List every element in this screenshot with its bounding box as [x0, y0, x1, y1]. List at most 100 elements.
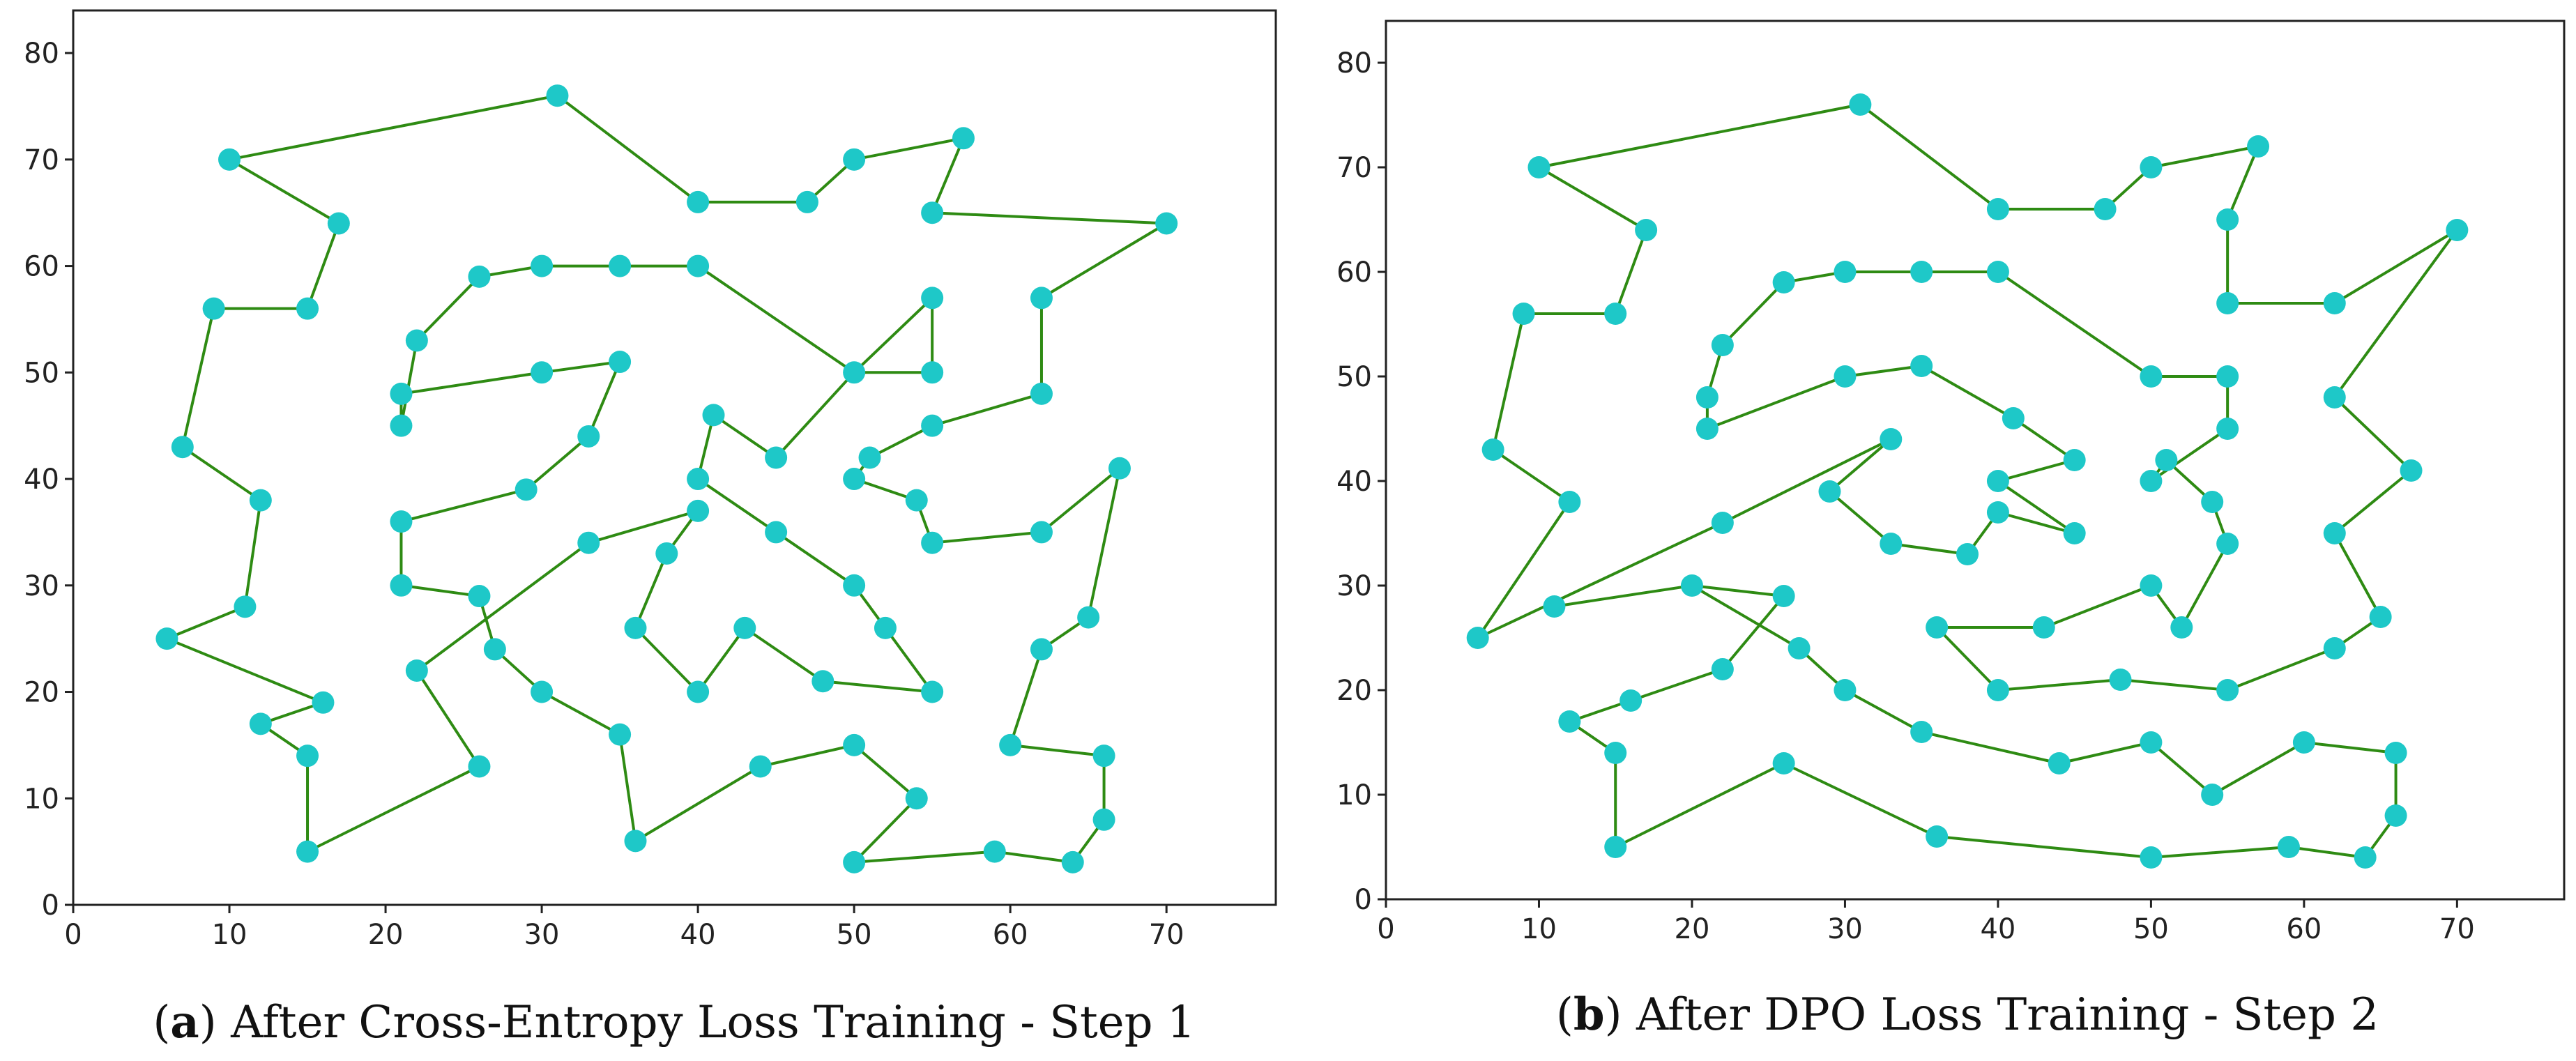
panel-a-city-node	[390, 414, 413, 437]
panel-a-city-node	[905, 787, 928, 810]
panel-b-city-node	[2140, 731, 2163, 754]
panel-a-tour-edge	[821, 680, 934, 694]
panel-a-tour-edge	[696, 264, 856, 374]
panel-a-tour-edge	[868, 424, 934, 459]
panel-a-tour-edge	[415, 669, 481, 768]
panel-a-city-node	[296, 297, 319, 320]
panel-b-city-node	[1604, 836, 1627, 858]
panel-b-tour-edge	[1996, 270, 2153, 378]
panel-a-city-node	[1108, 457, 1131, 480]
panel-b-city-node	[2323, 386, 2346, 409]
panel-b-tour-edge	[1491, 448, 1571, 503]
panel-a-tour-edge	[883, 626, 934, 694]
panel-a-city-node	[999, 733, 1022, 756]
panel-a-tour-edge	[306, 222, 340, 310]
panel-b-ytick-label: 30	[1336, 570, 1372, 602]
panel-a-city-node	[218, 148, 241, 171]
panel-a-city-node	[655, 542, 678, 565]
panel-a-city-node	[1077, 606, 1100, 629]
panel-a-city-node	[155, 627, 178, 650]
panel-a-city-node	[687, 499, 710, 522]
panel-a-ytick-label: 60	[24, 251, 59, 283]
panel-b-tour-edge	[1843, 365, 1923, 378]
panel-b-city-node	[1926, 616, 1949, 639]
panel-a-tour-edge	[853, 743, 918, 800]
panel-b-tour-edge	[1690, 584, 1785, 597]
panel-a-tour-edge	[1009, 648, 1043, 747]
panel-b-caption-text: After DPO Loss Training - Step 2	[1636, 989, 2379, 1041]
panel-b-ytick-label: 0	[1355, 884, 1372, 916]
panel-a-xtick-label: 70	[1149, 919, 1184, 951]
panel-a-ytick-label: 20	[24, 677, 59, 709]
panel-b-xtick-label: 40	[1980, 913, 2015, 945]
panel-a-city-node	[843, 361, 866, 384]
panel-a-tour-edge	[1009, 743, 1106, 758]
panel-a-city-node	[296, 745, 319, 768]
panel-a-tour-edge	[165, 637, 325, 704]
panel-b-tour-edge	[2211, 741, 2306, 796]
panel-b-ytick-label: 80	[1336, 47, 1372, 79]
panel-a-xtick-label: 30	[524, 919, 560, 951]
panel-a-city-node	[577, 425, 600, 448]
panel-b-tour-edge	[2119, 678, 2230, 692]
panel-a-xtick-label: 0	[64, 919, 82, 951]
panel-a-city-node	[483, 638, 506, 661]
panel-a-city-node	[687, 468, 710, 491]
panel-b-tour-edge	[1996, 480, 2076, 535]
panel-a-city-node	[390, 510, 413, 533]
panel-b-city-node	[2140, 156, 2163, 178]
panel-b-tour-edge	[2287, 846, 2367, 859]
panel-b-city-node	[2247, 135, 2270, 158]
panel-b-tour-edge	[1491, 312, 1525, 451]
panel-b-tour-edge	[2011, 417, 2076, 461]
panel-b-tour-edge	[1537, 166, 1648, 231]
panel-b-tour-edge	[1690, 584, 1801, 650]
panel-b-city-node	[2063, 522, 2086, 544]
panel-a-city-node	[843, 468, 866, 491]
panel-b-tour-edge	[1614, 229, 1648, 315]
panel-b-xtick-label: 50	[2133, 913, 2169, 945]
panel-b-tour-edge	[1889, 542, 1969, 556]
panel-a-tour-edge	[743, 626, 825, 683]
panel-a-city-node	[749, 755, 772, 778]
panel-b-tour-edge	[2333, 469, 2413, 535]
panel-a-tour-edge	[853, 296, 934, 374]
panel-b-caption-letter: b	[1573, 989, 1605, 1041]
panel-a-tour-edge	[415, 541, 590, 672]
panel-a-ytick-label: 10	[24, 783, 59, 815]
panel-b-tour-edge	[1721, 281, 1785, 346]
panel-a-tour-edge	[228, 94, 559, 161]
panel-b-tour-edge	[1996, 678, 2122, 692]
panel-a-tour-edge	[1039, 222, 1168, 300]
panel-a-city-node	[249, 489, 272, 512]
panel-a-city-node	[952, 127, 975, 150]
panel-b-tour-edge	[1721, 438, 1893, 524]
panel-a-tour-edge	[775, 371, 856, 459]
panel-b-tour-edge	[1721, 595, 1785, 671]
panel-b-xtick-label: 60	[2286, 913, 2322, 945]
panel-b-city-node	[1880, 533, 1903, 555]
panel-a-city-node	[843, 574, 866, 597]
panel-b-city-node	[1695, 418, 1718, 440]
panel-b-xtick-label: 20	[1675, 913, 1710, 945]
panel-b-tour-edge	[2149, 846, 2290, 859]
panel-a-city-node	[531, 361, 554, 384]
panel-a-xtick-label: 10	[212, 919, 247, 951]
panel-a-city-node	[921, 531, 944, 554]
panel-b-city-node	[1619, 689, 1643, 712]
panel-a-city-node	[843, 148, 866, 171]
panel-b-city-node	[1772, 585, 1795, 607]
panel-b-tour-edge	[2057, 741, 2153, 765]
panel-b-tour-edge	[1996, 511, 2076, 535]
panel-b-tour-edge	[2302, 741, 2398, 754]
panel-a-tour-edge	[243, 498, 262, 609]
panel-b-tour-edge	[1920, 731, 2061, 765]
panel-a-city-node	[249, 712, 272, 735]
panel-b-tour-edge	[2333, 229, 2459, 399]
panel-b-city-node	[1880, 428, 1903, 450]
panel-a-city-node	[874, 616, 897, 639]
panel-a-city-node	[811, 670, 834, 693]
panel-b-city-node	[2032, 616, 2055, 639]
panel-a-city-node	[921, 361, 944, 384]
panel-b-city-node	[2140, 365, 2163, 388]
